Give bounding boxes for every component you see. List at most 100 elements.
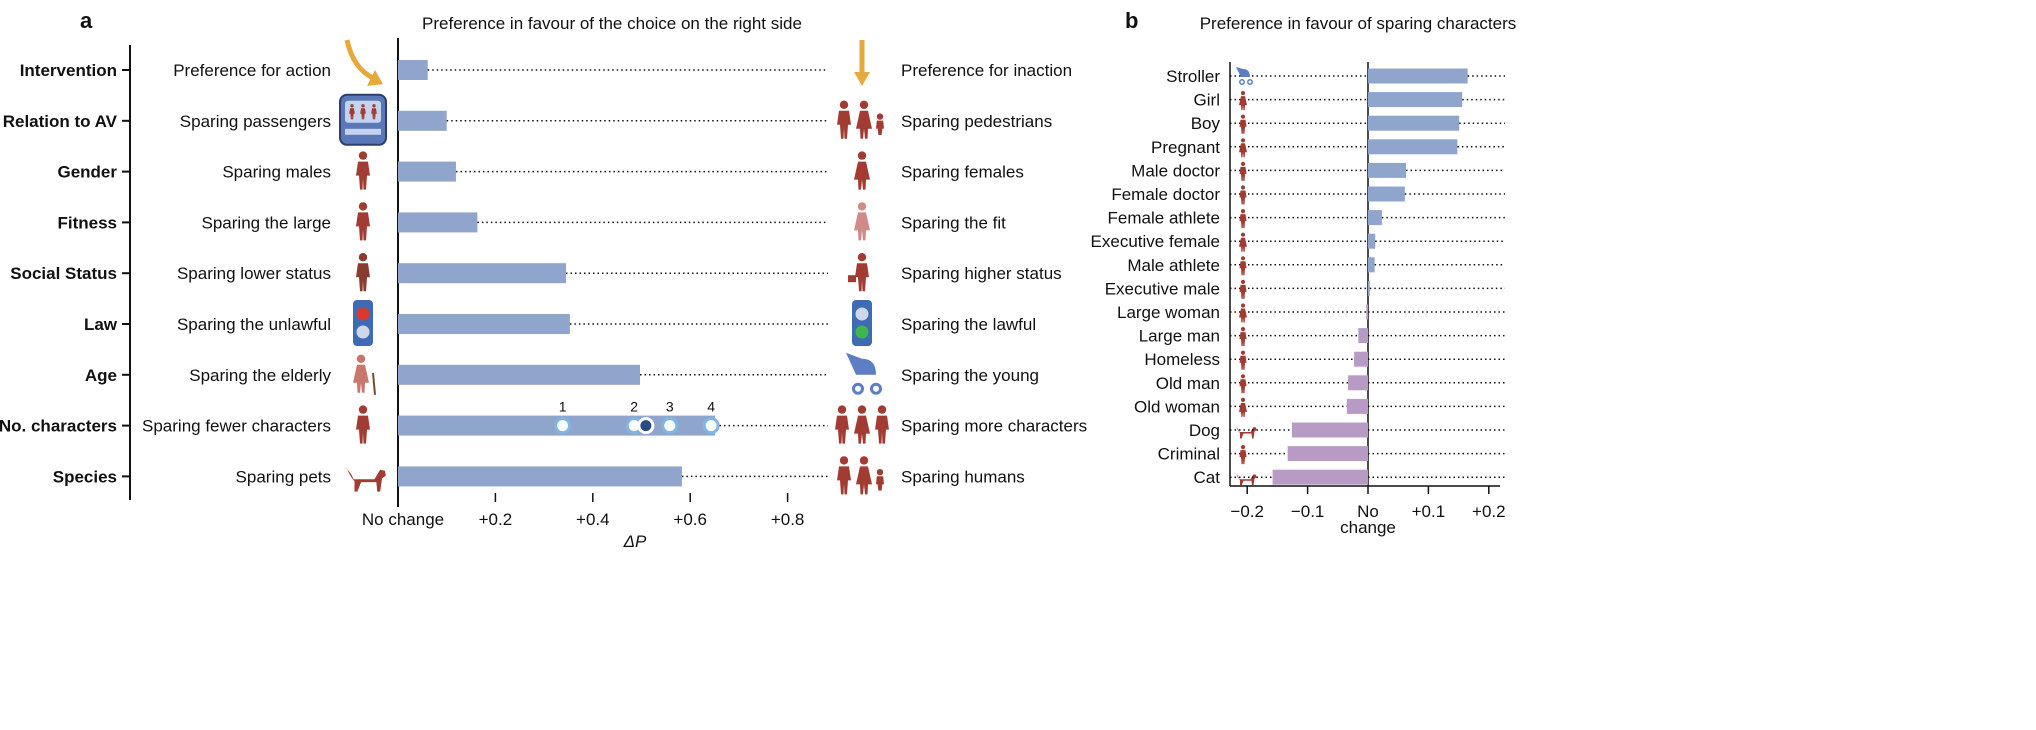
right-choice-label: Sparing pedestrians [901, 112, 1052, 131]
character-icon [1239, 114, 1247, 134]
person-figure [855, 253, 869, 292]
row-species: Species Sparing pets Sparing humans [53, 456, 1025, 495]
arrow-shaft [344, 39, 375, 81]
bar [398, 60, 428, 80]
row-old-woman: Old woman [1134, 397, 1505, 417]
stroller-body [846, 352, 876, 375]
category-label: No. characters [0, 417, 117, 436]
row-fitness: Fitness Sparing the large Sparing the fit [57, 202, 1006, 241]
bar [1368, 280, 1370, 296]
character-icon [1239, 350, 1247, 370]
left-choice-label: Sparing males [222, 163, 331, 182]
category-label: Male doctor [1131, 161, 1220, 180]
category-label: Stroller [1166, 67, 1220, 86]
man-figure [837, 456, 851, 495]
category-label: Old woman [1134, 397, 1220, 416]
athlete-icon [854, 202, 870, 241]
stroller-icon [846, 352, 882, 395]
character-icon [1239, 303, 1247, 323]
stroller-wheel [1247, 79, 1253, 85]
stroller-icon [1236, 67, 1250, 77]
row-large-woman: Large woman [1117, 303, 1505, 323]
character-icon [1239, 232, 1247, 252]
right-choice-label: Sparing more characters [901, 417, 1087, 436]
x-tick-label: +0.2 [1472, 502, 1506, 521]
panel-a-label: a [80, 8, 93, 33]
bar [398, 110, 447, 131]
character-icon [1239, 445, 1247, 465]
elderly-icon [353, 354, 376, 395]
bar [398, 212, 478, 233]
walk-light-icon [852, 300, 872, 346]
person-figure [854, 151, 870, 190]
man-icon [356, 151, 370, 190]
arrow-head [367, 70, 383, 86]
left-choice-label: Sparing the unlawful [177, 315, 331, 334]
left-choice-label: Sparing the elderly [189, 366, 331, 385]
row-age: Age Sparing the elderly Sparing the young [85, 352, 1039, 395]
panel-a-title: Preference in favour of the choice on th… [422, 14, 802, 33]
character-icon [1239, 256, 1247, 276]
dog-figure [344, 467, 386, 492]
bar [398, 263, 567, 284]
category-label: Gender [57, 163, 117, 182]
left-choice-label: Sparing passengers [180, 112, 331, 131]
category-label: Old man [1156, 374, 1220, 393]
row-female-doctor: Female doctor [1111, 185, 1505, 205]
right-choice-label: Sparing the fit [901, 213, 1006, 232]
character-count-marker [702, 417, 720, 435]
executive-icon [848, 253, 869, 292]
category-label: Relation to AV [3, 112, 118, 131]
pedestrians-icon [837, 100, 884, 139]
right-choice-label: Sparing higher status [901, 264, 1062, 283]
car-passengers-icon [339, 93, 387, 146]
signal-top-lamp [356, 307, 370, 321]
row-cat: Cat [1194, 468, 1505, 487]
arrow-head [854, 72, 870, 86]
left-choice-label: Sparing pets [236, 467, 331, 486]
row-law: Law Sparing the unlawful Sparing the lawfu… [84, 300, 1036, 346]
right-choice-label: Sparing females [901, 163, 1024, 182]
bar [1368, 186, 1405, 202]
character-icon [1239, 279, 1247, 299]
row-criminal: Criminal [1158, 445, 1505, 465]
woman-figure [856, 456, 872, 495]
arrow-shaft [859, 40, 865, 74]
panel-a-xlabel: ΔP [623, 532, 647, 551]
person-figure [835, 405, 849, 444]
marker-label: 4 [707, 399, 715, 415]
row-executive-female: Executive female [1091, 232, 1505, 252]
x-tick-label: No [1357, 502, 1379, 521]
category-label: Law [84, 315, 118, 334]
bar [1272, 469, 1368, 485]
bar [1368, 92, 1463, 108]
character-icon [1239, 138, 1247, 158]
character-icon [1239, 374, 1247, 394]
row-large-man: Large man [1139, 327, 1505, 347]
person-figure [875, 405, 889, 444]
arrow-curve-icon [344, 39, 383, 86]
x-tick-label: +0.8 [771, 510, 805, 529]
bar [1368, 115, 1460, 131]
character-count-marker [554, 417, 572, 435]
category-label: Executive female [1091, 232, 1220, 251]
right-choice-label: Sparing the young [901, 366, 1039, 385]
marker-label: 1 [559, 399, 567, 415]
row-old-man: Old man [1156, 374, 1505, 394]
panel-a-rows: Intervention Preference for action Prefere… [0, 39, 1087, 495]
x-tick-label: change [1340, 518, 1396, 537]
bar [1358, 328, 1368, 344]
left-choice-label: Sparing lower status [177, 264, 331, 283]
stroller-wheel [1239, 79, 1245, 85]
character-icon [1234, 426, 1257, 439]
person-figure [854, 405, 870, 444]
row-girl: Girl [1194, 91, 1505, 111]
marker-label: 3 [666, 399, 674, 415]
homeless-icon [356, 253, 370, 292]
bar [1368, 257, 1375, 273]
category-label: Intervention [20, 61, 117, 80]
category-label: Male athlete [1127, 256, 1220, 275]
character-icon [1239, 327, 1247, 347]
category-label: Fitness [57, 213, 117, 232]
